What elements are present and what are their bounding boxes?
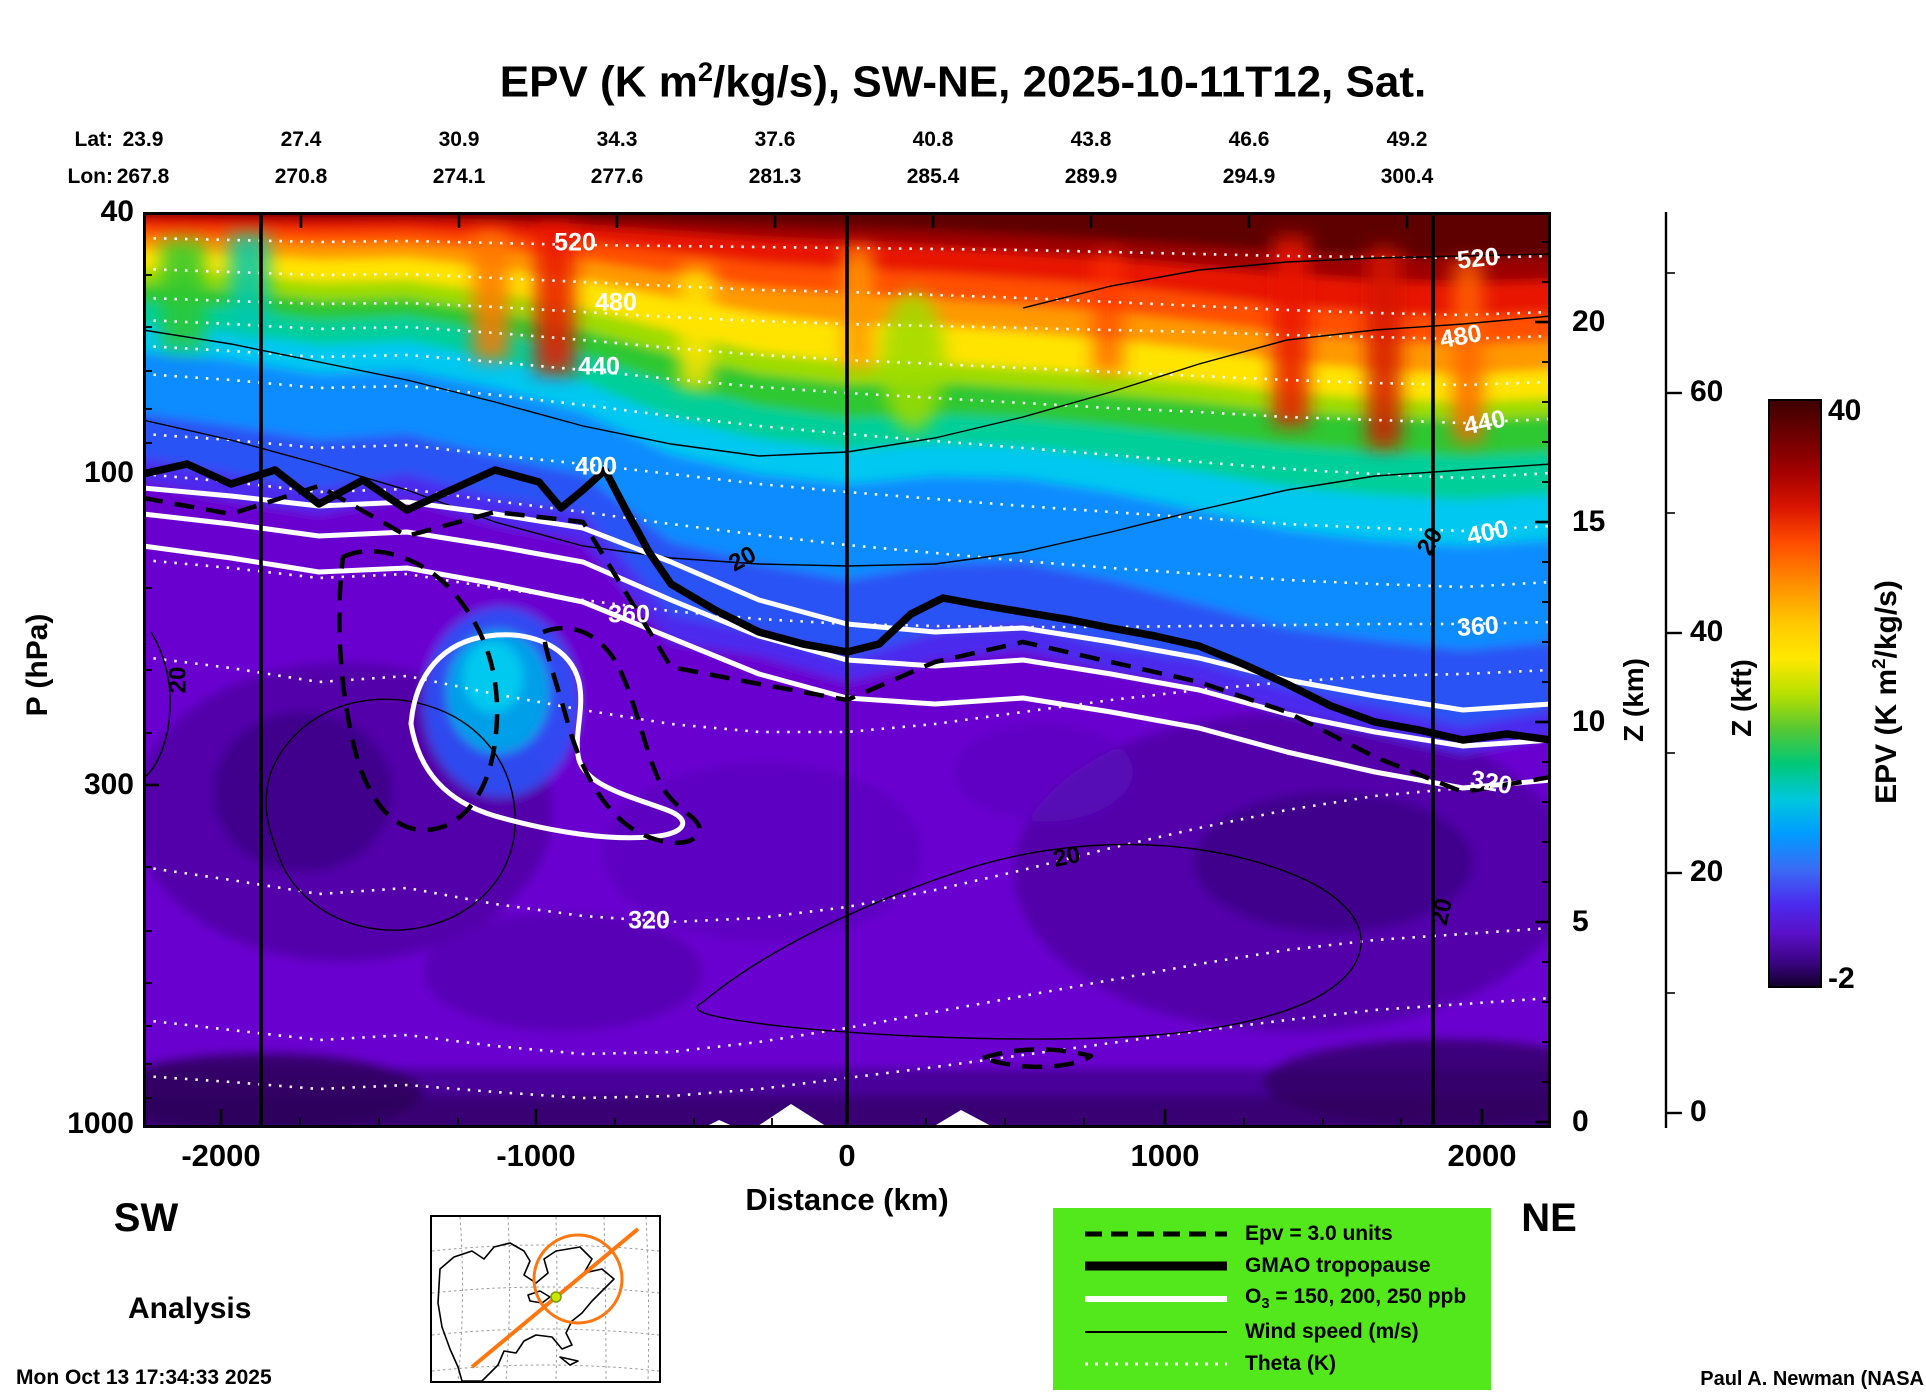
p-axis-label: P (hPa) xyxy=(21,613,54,717)
lon-value: 267.8 xyxy=(116,165,170,188)
credit: Paul A. Newman (NASA xyxy=(1700,1368,1924,1390)
lon-value: 277.6 xyxy=(590,165,644,188)
lon-value: 294.9 xyxy=(1222,165,1276,188)
zkft-tick: 40 xyxy=(1690,615,1723,648)
map-inset-svg xyxy=(431,1216,660,1382)
ne-endpoint-label: NE xyxy=(1521,1196,1577,1240)
white-line-sample xyxy=(1085,1295,1227,1302)
lat-value: 43.8 xyxy=(1070,128,1112,151)
p-tick-100: 100 xyxy=(83,456,134,489)
x-tick: 0 xyxy=(838,1138,856,1173)
thick-line-sample xyxy=(1085,1261,1227,1271)
zkft-tick: 60 xyxy=(1690,375,1723,408)
sw-endpoint-label: SW xyxy=(113,1196,179,1240)
zkft-ticks xyxy=(1666,272,1682,1115)
p-tick-300: 300 xyxy=(83,768,134,801)
epv-colorbar xyxy=(1768,399,1822,988)
wind-20-label: 20 xyxy=(1426,896,1458,928)
wind-20-label: 20 xyxy=(1051,841,1083,873)
lon-value: 285.4 xyxy=(906,165,960,188)
x-tick: 1000 xyxy=(1130,1138,1200,1173)
waypoint-lines xyxy=(259,212,1435,1128)
wind-20-label: 20 xyxy=(164,667,191,694)
legend: Epv = 3.0 units GMAO tropopause O3 = 150… xyxy=(1053,1208,1491,1390)
lon-value: 270.8 xyxy=(274,165,328,188)
lat-axis-caption: Lat: xyxy=(74,128,114,151)
map-coastline xyxy=(437,1242,615,1382)
lon-value: 300.4 xyxy=(1380,165,1434,188)
theta-520-label: 520 xyxy=(1456,243,1500,275)
lat-value: 23.9 xyxy=(122,128,164,151)
theta-360-label: 360 xyxy=(1456,611,1500,642)
zkm-tick: 0 xyxy=(1572,1105,1589,1138)
p-tick-1000: 1000 xyxy=(67,1107,134,1140)
map-inset xyxy=(430,1215,661,1383)
chart-title: EPV (K m2/kg/s), SW-NE, 2025-10-11T12, S… xyxy=(499,56,1427,107)
analysis-label: Analysis xyxy=(128,1292,252,1325)
zkm-axis-label: Z (km) xyxy=(1618,658,1649,742)
map-range-circle xyxy=(532,1233,624,1325)
plot-area: 520 520 480 480 440 440 400 400 360 360 … xyxy=(103,182,1623,1158)
lat-value: 34.3 xyxy=(596,128,638,151)
zkm-tick: 10 xyxy=(1572,705,1606,738)
legend-item-wind: Wind speed (m/s) xyxy=(1081,1320,1491,1344)
zkft-axis-svg: 60 40 20 0 xyxy=(1664,212,1723,1128)
zkm-tick: 5 xyxy=(1572,905,1589,938)
theta-360-label: 360 xyxy=(608,601,650,629)
lon-value: 289.9 xyxy=(1064,165,1118,188)
zkft-tick: 20 xyxy=(1690,855,1723,888)
theta-320-label: 320 xyxy=(628,907,670,935)
lat-value: 27.4 xyxy=(280,128,322,151)
dotted-line-sample xyxy=(1085,1362,1227,1366)
x-tick: -2000 xyxy=(181,1138,261,1173)
zkft-axis: 60 40 20 0 xyxy=(1652,212,1762,1128)
theta-480-label: 480 xyxy=(595,289,637,317)
theta-400-label: 400 xyxy=(575,453,617,481)
legend-item-ozone: O3 = 150, 200, 250 ppb xyxy=(1081,1285,1491,1313)
zkm-tick: 15 xyxy=(1572,505,1606,538)
legend-item-tropopause: GMAO tropopause xyxy=(1081,1254,1491,1278)
colorbar-label: EPV (K m2/kg/s) xyxy=(1868,580,1903,804)
lat-value: 30.9 xyxy=(438,128,480,151)
theta-520-label: 520 xyxy=(554,229,596,257)
zkm-tick: 20 xyxy=(1572,305,1606,338)
lon-axis-values: 267.8 270.8 274.1 277.6 281.3 285.4 289.9 294.9… xyxy=(83,165,1467,189)
timestamp: Mon Oct 13 17:34:33 2025 xyxy=(16,1366,272,1389)
lat-axis-values: 23.9 27.4 30.9 34.3 37.6 40.8 43.8 46.6 49.2 xyxy=(83,128,1467,152)
thin-line-sample xyxy=(1085,1331,1227,1334)
dashed-line-sample xyxy=(1085,1231,1227,1237)
lat-value: 40.8 xyxy=(912,128,954,151)
lon-value: 281.3 xyxy=(748,165,802,188)
lat-value: 37.6 xyxy=(754,128,796,151)
zkft-tick: 0 xyxy=(1690,1095,1707,1128)
lon-axis-caption: Lon: xyxy=(67,165,113,188)
tropopause-line xyxy=(142,460,1552,744)
map-center-marker xyxy=(550,1291,562,1303)
x-axis-label: Distance (km) xyxy=(745,1182,949,1217)
zkft-axis-label: Z (kft) xyxy=(1726,659,1757,737)
legend-item-epv3: Epv = 3.0 units xyxy=(1081,1222,1491,1246)
lat-value: 46.6 xyxy=(1228,128,1270,151)
x-tick: -1000 xyxy=(496,1138,576,1173)
p-tick-40: 40 xyxy=(100,195,134,228)
map-graticule xyxy=(431,1216,660,1382)
epv-streaks xyxy=(161,224,1483,448)
legend-item-theta: Theta (K) xyxy=(1081,1352,1491,1376)
colorbar-max: 40 xyxy=(1828,394,1862,427)
lon-value: 274.1 xyxy=(432,165,486,188)
x-tick: 2000 xyxy=(1447,1138,1517,1173)
colorbar-min: -2 xyxy=(1828,962,1855,995)
plot-svg: 520 520 480 480 440 440 400 400 360 360 … xyxy=(103,182,1623,1158)
lat-value: 49.2 xyxy=(1386,128,1428,151)
plot-frame xyxy=(143,212,1551,1128)
theta-440-label: 440 xyxy=(578,353,620,381)
